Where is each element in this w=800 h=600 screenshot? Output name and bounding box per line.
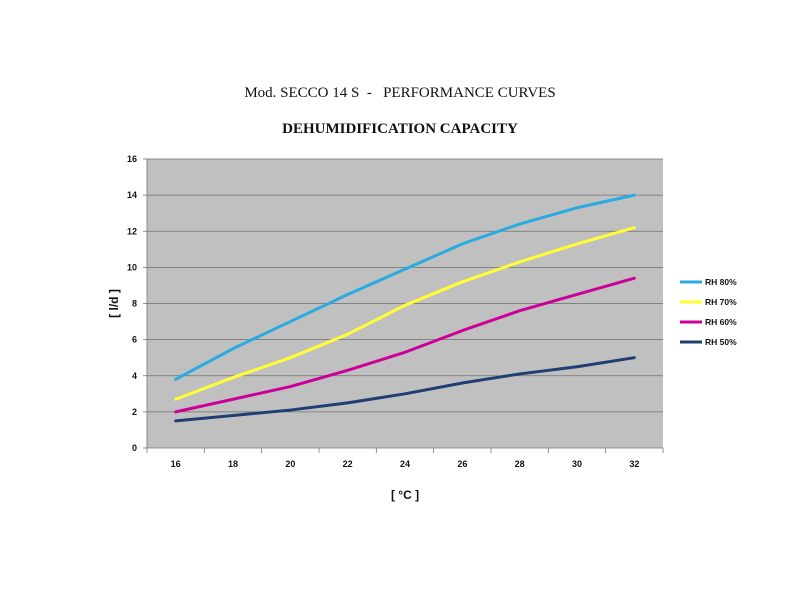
x-tick-label: 22 [343,459,353,469]
axes [143,158,664,453]
y-tick-label: 0 [132,443,137,453]
x-tick-label: 26 [457,459,467,469]
legend-label-2: RH 60% [705,317,737,327]
gridlines [147,158,663,413]
series-line-1 [174,226,636,401]
x-tick-label: 32 [629,459,639,469]
x-tick-label: 20 [285,459,295,469]
x-axis-label: [ °C ] [391,488,419,502]
series-line-2 [174,276,636,414]
series-line-0 [174,193,636,381]
y-tick-label: 6 [132,335,137,345]
page-header-title: Mod. SECCO 14 S - PERFORMANCE CURVES [244,85,556,101]
legend-label-0: RH 80% [705,277,737,287]
x-tick-label: 16 [171,459,181,469]
legend: RH 80% RH 70% RH 60% RH 50% [680,277,737,347]
y-tick-label: 2 [132,407,137,417]
x-tick-label: 24 [400,459,410,469]
legend-label-3: RH 50% [705,337,737,347]
y-axis-label: [ l/d ] [107,289,121,318]
y-tick-label: 8 [132,299,137,309]
y-tick-label: 16 [127,154,137,164]
y-tick-label: 4 [132,371,137,381]
y-tick-label: 10 [127,262,137,272]
legend-label-1: RH 70% [705,297,737,307]
series-line-3 [174,356,636,423]
x-tick-label: 30 [572,459,582,469]
y-tick-label: 14 [127,190,137,200]
series-group [174,193,636,423]
x-tick-label: 18 [228,459,238,469]
x-tick-label: 28 [515,459,525,469]
y-tick-label: 12 [127,226,137,236]
chart-title: DEHUMIDIFICATION CAPACITY [282,121,518,137]
